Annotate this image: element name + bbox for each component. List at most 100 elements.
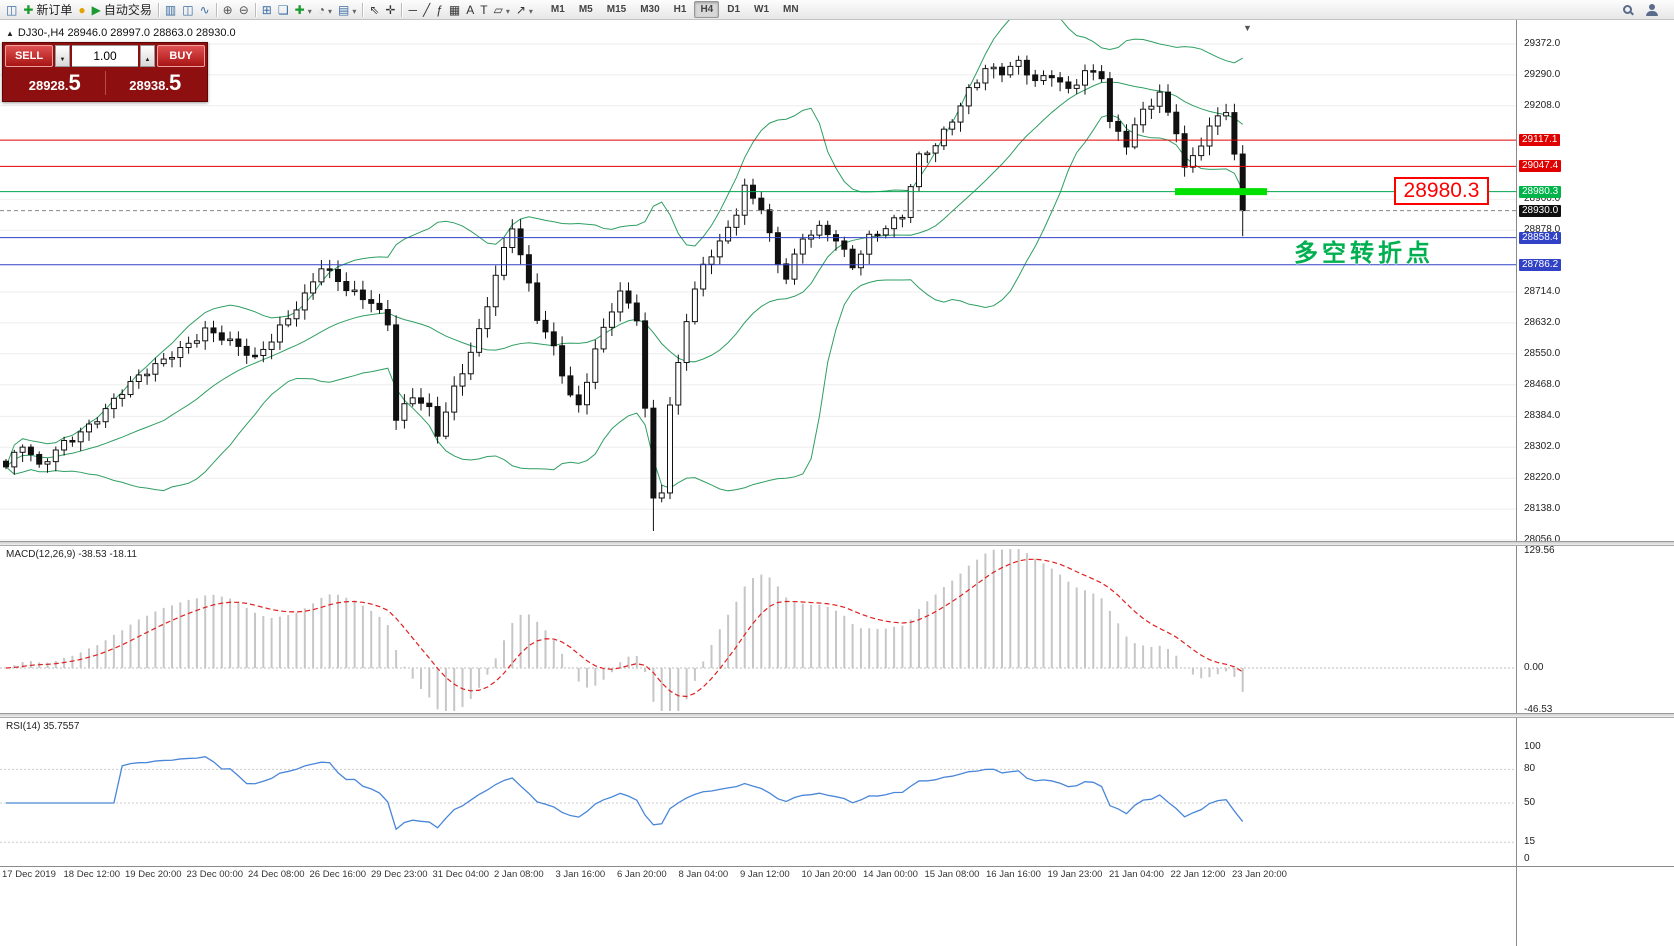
horizontal-line-button[interactable]: ─ — [405, 1, 420, 19]
templates-dropdown-arrow[interactable] — [352, 1, 356, 19]
new-order-button[interactable]: ✚ 新订单 — [20, 1, 75, 19]
time-label: 8 Jan 04:00 — [678, 869, 729, 880]
line-chart-button[interactable]: ∿ — [197, 1, 213, 19]
periods-icon: ◔ — [317, 2, 325, 17]
rsi-tick: 0 — [1524, 853, 1530, 864]
trade-prices-row: 28928.5 28938.5 — [5, 67, 205, 99]
grid-button[interactable]: ▦ — [446, 1, 463, 19]
search-button[interactable] — [1620, 1, 1635, 19]
panel-separator-macd[interactable] — [0, 541, 1674, 546]
time-label: 26 Dec 16:00 — [309, 869, 367, 880]
buy-price[interactable]: 28938.5 — [106, 72, 206, 94]
text-icon: A — [466, 2, 475, 17]
shapes-button[interactable]: ▱ — [491, 1, 513, 19]
volume-decrease-button[interactable] — [55, 45, 70, 67]
shapes-dropdown-arrow[interactable] — [506, 1, 510, 19]
cascade-windows-icon: ❏ — [277, 2, 289, 17]
time-axis-separator — [0, 866, 1674, 867]
price-tick: 28960.0 — [1524, 193, 1561, 205]
search-icon — [1623, 5, 1632, 14]
symbol-ohlc-text: DJ30-,H4 28946.0 28997.0 28863.0 28930.0 — [17, 27, 236, 39]
candlestick-chart-icon: ◫ — [182, 2, 194, 17]
deposit-button[interactable]: ● — [75, 1, 88, 19]
timeframe-m1-button[interactable]: M1 — [550, 4, 565, 15]
time-label: 15 Jan 08:00 — [924, 869, 980, 880]
zoom-in-button[interactable]: ⊕ — [220, 1, 236, 19]
timeframe-h1-button[interactable]: H1 — [673, 4, 687, 15]
candlestick-chart-button[interactable]: ◫ — [179, 1, 196, 19]
periods-button[interactable]: ◔ — [315, 1, 335, 19]
horizontal-line-icon: ─ — [408, 2, 417, 17]
new-chart-button[interactable]: ◫ — [3, 1, 20, 19]
indicators-dropdown-arrow[interactable] — [308, 1, 312, 19]
timeframe-m15-button[interactable]: M15 — [606, 4, 627, 15]
volume-increase-button[interactable] — [140, 45, 155, 67]
periods-dropdown-arrow[interactable] — [328, 1, 332, 19]
timeframe-d1-button[interactable]: D1 — [727, 4, 741, 15]
bar-chart-button[interactable]: ▥ — [162, 1, 179, 19]
fibonacci-button[interactable]: ƒ — [433, 1, 446, 19]
line-chart-icon: ∿ — [199, 2, 210, 17]
sell-button[interactable]: SELL — [5, 45, 53, 67]
timeframe-m30-button[interactable]: M30 — [640, 4, 660, 15]
volume-input[interactable] — [72, 45, 138, 67]
time-label: 23 Dec 00:00 — [186, 869, 244, 880]
rsi-tick: 100 — [1524, 741, 1541, 752]
bar-chart-icon: ▥ — [164, 2, 177, 17]
crosshair-button[interactable]: ✛ — [382, 1, 398, 19]
macd-indicator-label: MACD(12,26,9) -38.53 -18.11 — [6, 549, 137, 560]
price-tick: 28384.0 — [1524, 410, 1561, 422]
new-order-icon: ✚ — [23, 2, 34, 17]
toolbar-groups: ◫✚新订单●▶自动交易▥◫∿⊕⊖⊞❏✚◔▤⇖✛─╱ƒ▦AT▱↗ — [3, 1, 536, 19]
arrow-icon: ↗ — [515, 2, 526, 17]
deposit-icon: ● — [78, 2, 86, 17]
macd-panel — [0, 549, 1516, 711]
price-tick: 28220.0 — [1524, 472, 1561, 484]
time-label: 9 Jan 12:00 — [740, 869, 790, 880]
macd-tick: 129.56 — [1524, 545, 1555, 557]
chart-icon — [6, 27, 14, 39]
candles — [3, 55, 1246, 531]
price-tag: 28980.3 — [1519, 185, 1562, 198]
account-button[interactable] — [1643, 1, 1661, 19]
crosshair-icon: ✛ — [385, 2, 396, 17]
turning-point-annotation[interactable]: 多空转折点 — [1294, 240, 1434, 267]
time-label: 3 Jan 16:00 — [555, 869, 606, 880]
timeframe-h4-button[interactable]: H4 — [694, 1, 720, 18]
time-label: 22 Jan 12:00 — [1170, 869, 1226, 880]
auto-trading-button[interactable]: ▶ 自动交易 — [89, 1, 155, 19]
cursor-button[interactable]: ⇖ — [366, 1, 382, 19]
panel-separator-rsi[interactable] — [0, 713, 1674, 718]
text-label-button[interactable]: T — [477, 1, 490, 19]
rsi-tick: 15 — [1524, 836, 1536, 848]
price-annotation-box[interactable]: 28980.3 — [1394, 177, 1489, 205]
time-axis[interactable]: 17 Dec 2019 18 Dec 12:00 19 Dec 20:00 23 De… — [0, 867, 1516, 883]
price-axis[interactable]: 29372.0 29290.0 29208.0 28960.0 28878.0 28714… — [1516, 20, 1674, 946]
sell-price-main: 28928. — [28, 78, 69, 93]
timeframe-mn-button[interactable]: MN — [783, 4, 799, 15]
shapes-icon: ▱ — [493, 2, 503, 17]
timeframe-w1-button[interactable]: W1 — [754, 4, 770, 15]
price-tick: 29208.0 — [1524, 99, 1561, 111]
time-label: 29 Dec 23:00 — [371, 869, 428, 880]
indicators-button[interactable]: ✚ — [292, 1, 315, 19]
time-label: 21 Jan 04:00 — [1109, 869, 1164, 880]
cascade-windows-button[interactable]: ❏ — [275, 1, 292, 19]
arrow-button[interactable]: ↗ — [513, 1, 536, 19]
price-tick: 28302.0 — [1524, 441, 1561, 453]
buy-button[interactable]: BUY — [157, 45, 205, 67]
text-button[interactable]: A — [463, 1, 477, 19]
time-label: 19 Dec 20:00 — [125, 869, 182, 880]
price-tick: 28468.0 — [1524, 378, 1561, 390]
arrow-dropdown-arrow[interactable] — [529, 1, 533, 19]
timeframe-m5-button[interactable]: M5 — [578, 4, 593, 15]
macd-tick: 0.00 — [1524, 662, 1544, 673]
tile-windows-button[interactable]: ⊞ — [259, 1, 275, 19]
time-label: 31 Dec 04:00 — [432, 869, 490, 880]
sell-price[interactable]: 28928.5 — [5, 72, 105, 94]
templates-button[interactable]: ▤ — [335, 1, 359, 19]
toolbar-separator — [215, 2, 217, 17]
zoom-out-button[interactable]: ⊖ — [236, 1, 252, 19]
trendline-button[interactable]: ╱ — [420, 1, 433, 19]
